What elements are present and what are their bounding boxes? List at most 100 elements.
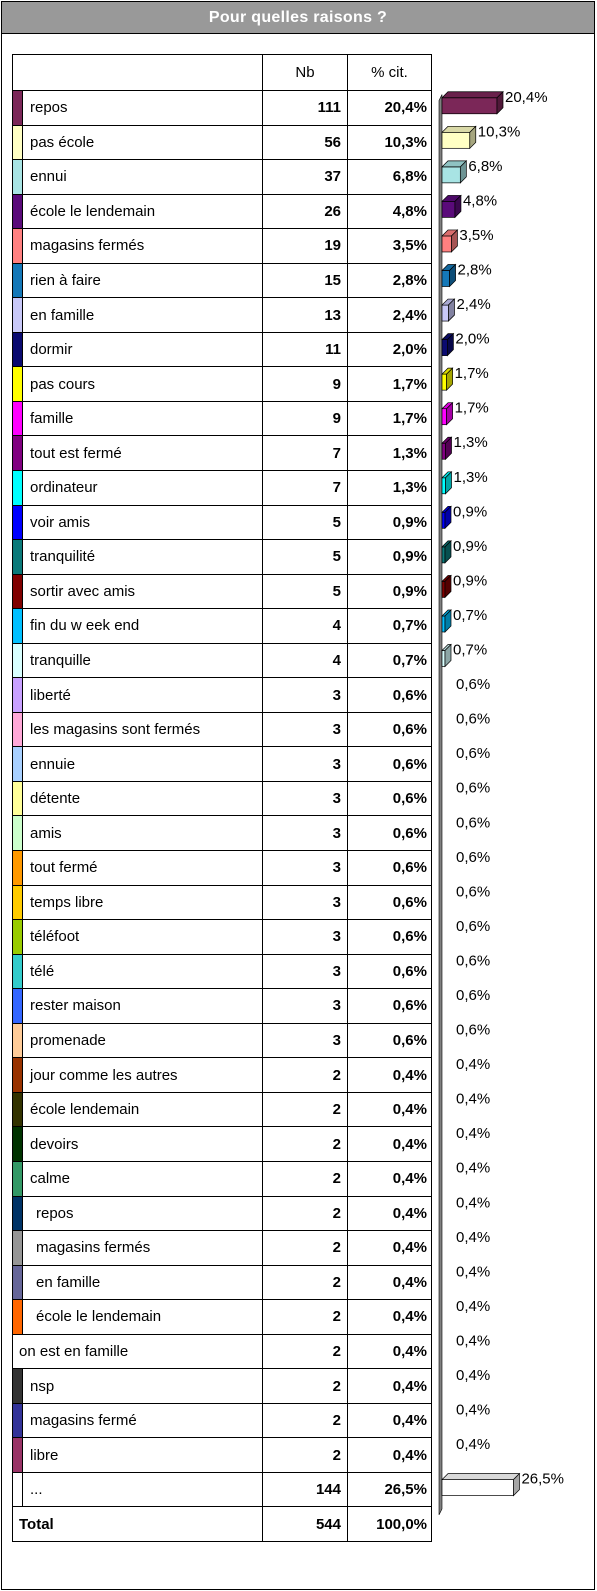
row-label-cell: pas cours <box>12 366 263 402</box>
bar-label: 1,7% <box>455 365 489 382</box>
bar-label: 0,4% <box>456 1332 490 1349</box>
bar-top <box>441 91 504 99</box>
row-label-cell: fin du w eek end <box>12 608 263 644</box>
row-label: en famille <box>36 1273 101 1291</box>
row-nb: 4 <box>262 608 348 644</box>
row-label: école lendemain <box>30 1101 140 1119</box>
row-label-cell: détente <box>12 780 263 817</box>
row-label-cell: temps libre <box>12 884 263 921</box>
legend-swatch <box>13 1162 23 1196</box>
legend-swatch <box>13 126 23 159</box>
row-nb: 3 <box>262 884 348 921</box>
row-pct: 0,4% <box>347 1057 432 1093</box>
bar-label: 3,5% <box>459 227 493 244</box>
row-label-wrap: téléfoot <box>13 920 262 954</box>
row-label: jour comme les autres <box>30 1066 178 1084</box>
row-nb: 2 <box>262 1333 348 1370</box>
legend-swatch <box>13 1058 23 1092</box>
row-label-wrap: ennuie <box>13 747 262 781</box>
legend-swatch <box>13 91 23 125</box>
bar-label: 0,4% <box>456 1160 490 1177</box>
row-pct: 10,3% <box>347 124 432 161</box>
row-nb: 15 <box>262 262 348 299</box>
row-label-wrap: voir amis <box>13 506 262 539</box>
row-label: rester maison <box>30 997 121 1015</box>
bar-label: 0,6% <box>456 883 490 900</box>
bar-label: 0,4% <box>456 1091 490 1108</box>
row-pct: 0,7% <box>347 608 432 644</box>
bar-top <box>441 1473 521 1480</box>
bar <box>441 97 498 115</box>
row-nb: 3 <box>262 953 348 990</box>
row-label-wrap: calme <box>13 1162 262 1196</box>
legend-swatch <box>13 1093 23 1126</box>
bar-label: 0,4% <box>456 1263 490 1280</box>
bar-label: 26,5% <box>521 1471 564 1488</box>
row-nb: 5 <box>262 539 348 575</box>
row-pct: 0,6% <box>347 1022 432 1059</box>
row-label: en famille <box>30 306 95 324</box>
legend-swatch <box>13 955 23 988</box>
table-row: magasins fermé 2 0,4% <box>12 1402 432 1439</box>
row-pct: 1,7% <box>347 400 432 437</box>
row-label-cell: ordinateur <box>12 470 263 506</box>
bar-label: 6,8% <box>468 158 502 175</box>
row-label: calme <box>30 1170 71 1188</box>
bar <box>441 442 446 460</box>
bar-label: 0,6% <box>456 814 490 831</box>
row-label-cell: devoirs <box>12 1126 263 1162</box>
bar-label: 2,4% <box>456 296 490 313</box>
row-pct: 0,9% <box>347 504 432 541</box>
row-pct: 0,9% <box>347 539 432 575</box>
row-label-cell: Total <box>12 1506 263 1542</box>
bar-side <box>445 436 452 461</box>
bar-label: 0,7% <box>453 607 487 624</box>
legend-swatch <box>13 1369 23 1403</box>
bar <box>441 546 446 564</box>
row-pct: 0,4% <box>347 1437 432 1473</box>
row-label-wrap: école le lendemain <box>13 195 262 228</box>
bar <box>441 1479 514 1496</box>
bar-label: 0,4% <box>456 1056 490 1073</box>
bar <box>441 270 450 287</box>
row-label-wrap: famille <box>13 402 262 435</box>
legend-swatch <box>13 886 23 919</box>
row-pct: 2,0% <box>347 331 432 368</box>
row-label-wrap: sortir avec amis <box>13 575 262 608</box>
table-row: fin du w eek end 4 0,7% <box>12 608 432 644</box>
row-label-wrap: on est en famille <box>14 1335 262 1368</box>
bar-label: 0,6% <box>456 987 490 1004</box>
row-pct: 0,6% <box>347 919 432 955</box>
table-row: voir amis 5 0,9% <box>12 504 432 541</box>
row-label-wrap: fin du w eek end <box>13 609 262 643</box>
bar-label: 4,8% <box>463 192 497 209</box>
row-label-cell: en famille <box>12 297 263 333</box>
legend-swatch <box>13 609 23 643</box>
row-pct: 0,4% <box>347 1264 432 1301</box>
row-label-cell: tout est fermé <box>12 435 263 472</box>
table-row: repos 111 20,4% <box>12 90 432 126</box>
row-label-cell: rien à faire <box>12 262 263 299</box>
row-label-wrap: repos <box>13 1196 262 1230</box>
row-label: nsp <box>30 1377 55 1395</box>
row-label-cell: repos <box>12 90 263 126</box>
bar-label: 0,4% <box>456 1436 490 1453</box>
chart-axis <box>438 94 443 1516</box>
chart-panel <box>1 34 595 1590</box>
row-label: école le lendemain <box>36 1308 162 1326</box>
table-row: on est en famille 2 0,4% <box>12 1333 432 1370</box>
row-label-cell: ... <box>12 1471 263 1508</box>
row-label-cell: les magasins sont fermés <box>12 711 263 748</box>
row-label: dormir <box>30 341 73 359</box>
row-pct: 0,4% <box>347 1368 432 1404</box>
row-pct: 6,8% <box>347 159 432 195</box>
row-pct: 0,4% <box>347 1160 432 1197</box>
row-label-wrap: jour comme les autres <box>13 1058 262 1092</box>
legend-swatch <box>13 367 23 401</box>
bar <box>441 615 446 633</box>
row-label-cell: magasins fermés <box>12 228 263 264</box>
legend-swatch <box>13 195 23 228</box>
bar-side <box>459 160 467 184</box>
row-label: magasins fermés <box>36 1239 151 1257</box>
